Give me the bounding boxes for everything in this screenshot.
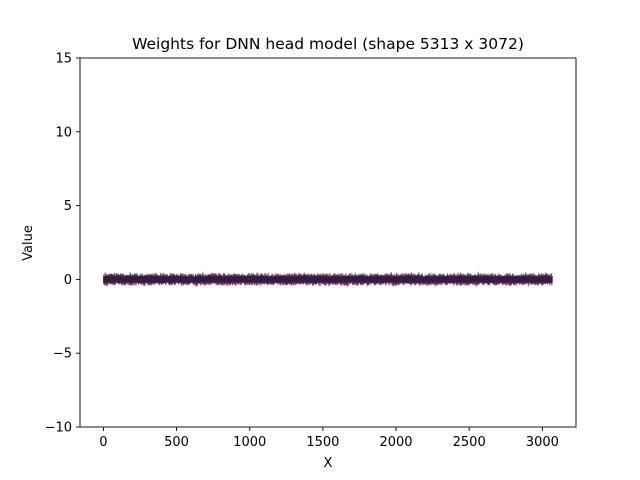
y-tick-label: 10 xyxy=(55,125,72,140)
x-axis-ticks: 0 500 1000 1500 2000 2500 3000 xyxy=(99,427,559,450)
x-axis-label: X xyxy=(324,456,333,471)
axes-frame xyxy=(79,57,577,428)
chart-title: Weights for DNN head model (shape 5313 x… xyxy=(132,35,524,53)
x-tick-label: 2000 xyxy=(379,435,412,450)
y-tick-label: 15 xyxy=(55,52,72,67)
plot-area xyxy=(102,271,553,288)
x-tick-label: 0 xyxy=(99,435,107,450)
x-tick-label: 1500 xyxy=(306,435,339,450)
y-tick-label: −10 xyxy=(45,421,72,436)
x-tick-label: 500 xyxy=(164,435,189,450)
y-axis-label: Value xyxy=(21,225,36,261)
x-tick-label: 2500 xyxy=(453,435,486,450)
x-tick-label: 1000 xyxy=(233,435,266,450)
weight-band-core xyxy=(103,276,553,283)
y-tick-label: 5 xyxy=(64,199,72,214)
y-tick-label: 0 xyxy=(64,273,72,288)
y-tick-label: −5 xyxy=(53,347,72,362)
x-tick-label: 3000 xyxy=(526,435,559,450)
y-axis-ticks: −10 −5 0 5 10 15 xyxy=(45,52,80,436)
